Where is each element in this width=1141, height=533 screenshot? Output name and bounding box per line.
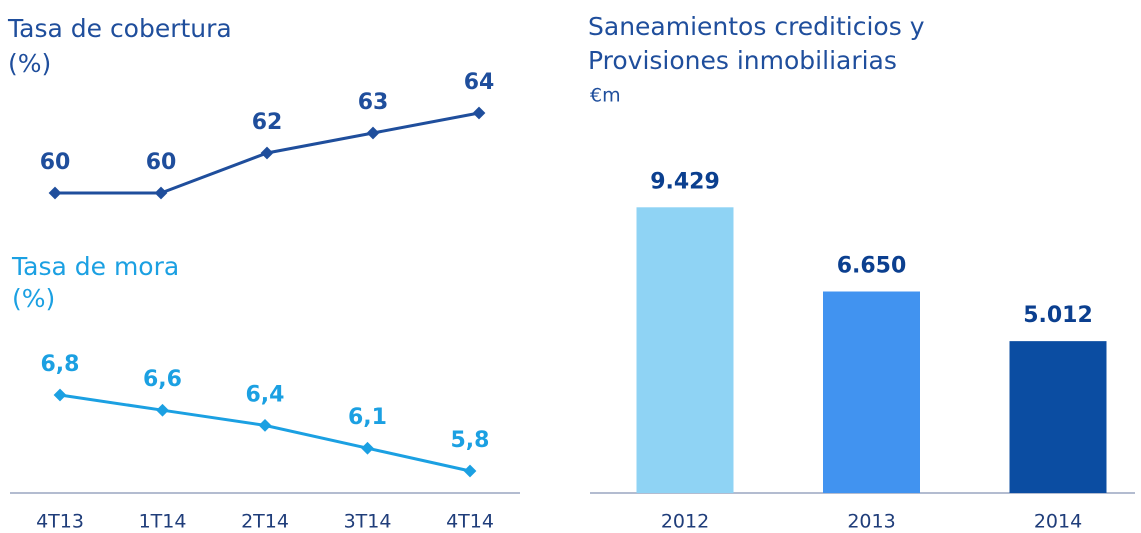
data-label: 6,1 (348, 405, 387, 430)
data-label: 6.650 (837, 254, 907, 279)
data-label: 6,8 (41, 352, 80, 377)
data-label: 5.012 (1023, 303, 1093, 328)
marker (361, 441, 374, 455)
chart-title: Saneamientos crediticios y (588, 12, 925, 41)
x-tick-label: 2013 (847, 511, 895, 533)
x-tick-label: 2012 (661, 511, 709, 533)
chart-subtitle: (%) (8, 49, 51, 78)
x-tick-label: 4T13 (36, 511, 84, 533)
bar (823, 291, 920, 493)
data-label: 62 (252, 110, 283, 135)
data-label: 9.429 (650, 169, 720, 194)
data-label: 63 (358, 90, 389, 115)
x-tick-label: 2T14 (241, 511, 289, 533)
marker (53, 388, 67, 402)
chart-subtitle: (%) (12, 284, 55, 313)
marker (463, 464, 477, 478)
marker (366, 126, 380, 140)
bar (636, 207, 734, 493)
data-label: 6,4 (246, 382, 285, 407)
x-tick-label: 2014 (1034, 511, 1082, 533)
marker (154, 186, 168, 200)
marker (260, 146, 274, 160)
chart-title: Tasa de mora (11, 252, 179, 281)
chart-title: Provisiones inmobiliarias (588, 46, 897, 75)
marker (156, 403, 169, 417)
chart-title: Tasa de cobertura (7, 14, 232, 43)
data-label: 60 (146, 150, 177, 175)
bar (1009, 341, 1107, 493)
data-label: 60 (40, 150, 71, 175)
marker (258, 419, 272, 432)
data-label: 64 (464, 70, 495, 95)
chart-subtitle: €m (590, 85, 621, 107)
x-tick-label: 3T14 (344, 511, 392, 533)
data-label: 5,8 (451, 428, 490, 453)
marker (472, 106, 486, 120)
marker (48, 186, 62, 200)
x-tick-label: 4T14 (446, 511, 494, 533)
x-tick-label: 1T14 (139, 511, 187, 533)
data-label: 6,6 (143, 367, 182, 392)
